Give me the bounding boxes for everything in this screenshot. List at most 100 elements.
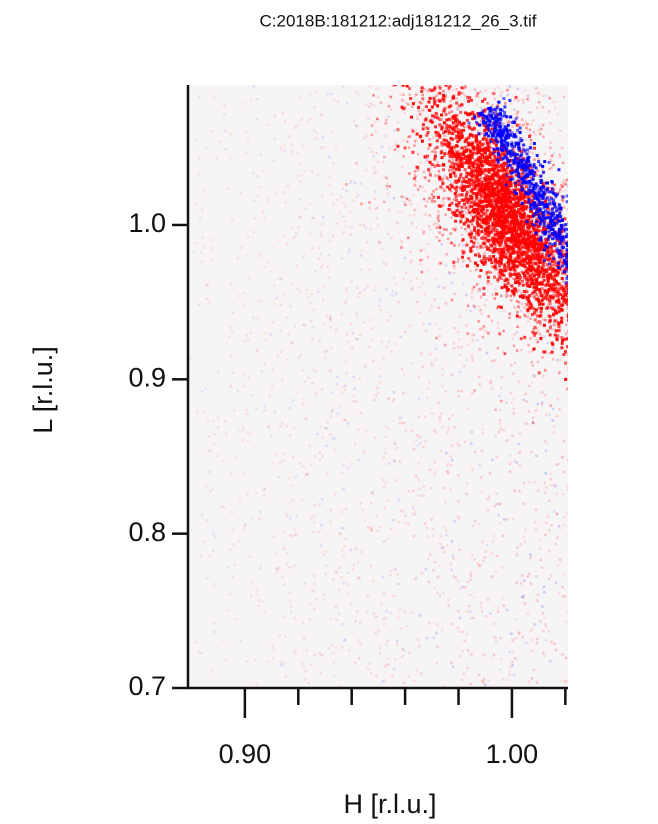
pixel [220,141,223,144]
pixel [365,104,368,107]
pixel [425,134,428,137]
pixel [491,387,494,390]
pixel [459,111,462,114]
pixel [293,565,296,568]
pixel [522,124,525,127]
pixel [413,513,416,516]
pixel [377,224,380,227]
pixel [378,381,381,384]
pixel [583,284,586,287]
pixel [392,519,395,522]
pixel [487,332,490,335]
pixel [537,129,540,132]
pixel [574,315,577,318]
pixel [443,62,446,65]
pixel [491,360,494,363]
pixel [494,435,497,438]
pixel [456,162,459,165]
pixel [239,431,242,434]
pixel [550,283,553,286]
pixel [368,201,371,204]
pixel [297,226,300,229]
pixel [581,367,584,370]
pixel [457,166,460,169]
pixel [429,214,432,217]
pixel [232,312,235,315]
pixel [481,491,484,494]
pixel [625,279,628,282]
pixel [223,104,226,107]
pixel [569,305,572,308]
pixel [497,260,500,263]
pixel [469,172,472,175]
pixel [390,315,393,318]
pixel [324,427,327,430]
pixel [425,126,428,129]
pixel [541,567,544,570]
pixel [457,580,460,583]
pixel [561,595,564,598]
pixel [445,452,448,455]
pixel [396,447,399,450]
pixel [440,243,443,246]
pixel [445,113,448,116]
pixel [375,394,378,397]
pixel [572,327,575,330]
pixel [535,243,538,246]
pixel [500,387,503,390]
pixel [394,443,397,446]
pixel [355,548,358,551]
pixel [469,611,472,614]
pixel [353,120,356,123]
pixel [439,420,442,423]
pixel [203,411,206,414]
pixel [213,433,216,436]
pixel [492,255,495,258]
pixel [435,222,438,225]
pixel [281,575,284,578]
pixel [453,82,456,85]
pixel [591,369,594,372]
pixel [416,475,419,478]
pixel [341,392,344,395]
pixel [393,277,396,280]
pixel [572,325,575,328]
pixel [514,489,517,492]
pixel [566,179,569,182]
pixel [359,378,362,381]
pixel [403,373,406,376]
pixel [464,112,467,115]
pixel [448,89,451,92]
pixel [250,433,253,436]
pixel [514,362,517,365]
pixel [433,258,436,261]
pixel [532,364,535,367]
pixel [538,229,541,232]
pixel [456,215,459,218]
pixel [456,119,459,122]
pixel [357,428,360,431]
pixel [312,382,315,385]
pixel [450,464,453,467]
pixel [476,283,479,286]
pixel [531,350,534,353]
pixel [242,386,245,389]
pixel [496,307,499,310]
pixel [384,680,387,683]
pixel [480,260,483,263]
pixel [453,347,456,350]
pixel [556,334,559,337]
pixel [341,257,344,260]
pixel [522,636,525,639]
pixel [584,327,587,330]
pixel [437,576,440,579]
pixel [563,573,566,576]
pixel [541,391,544,394]
pixel [435,337,438,340]
pixel [504,102,507,105]
pixel [497,272,500,275]
pixel [367,668,370,671]
pixel [466,119,469,122]
pixel [434,71,437,74]
pixel [263,332,266,335]
